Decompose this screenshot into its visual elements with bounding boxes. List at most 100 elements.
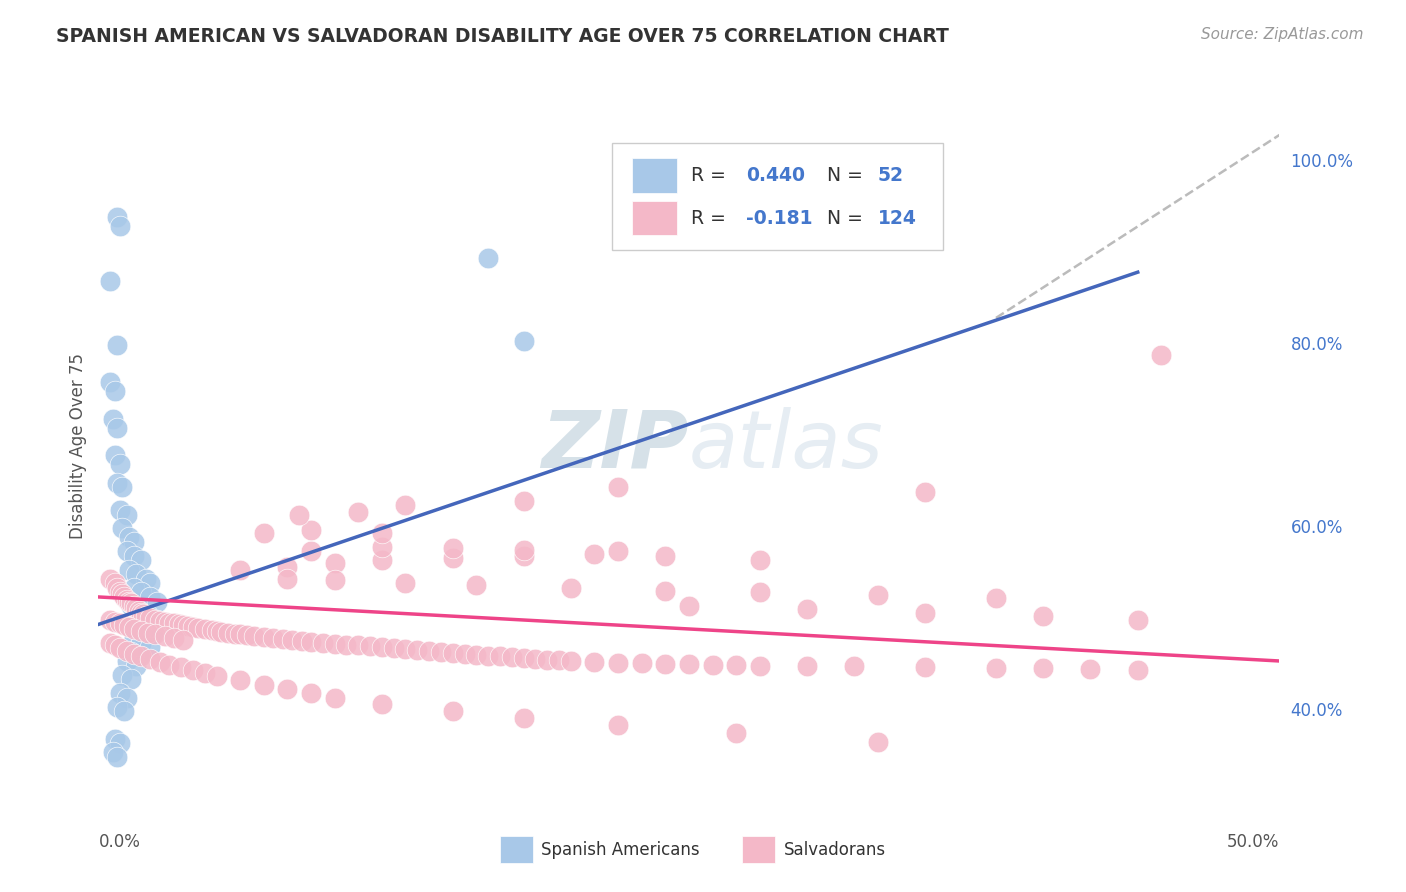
Point (112, 618, 135, 632)
Point (299, 544, 322, 558)
Point (536, 653, 558, 667)
Point (359, 640, 381, 654)
Point (465, 648, 488, 662)
Text: Salvadorans: Salvadorans (783, 841, 886, 859)
Point (654, 583, 676, 598)
Point (108, 736, 131, 750)
Point (143, 613, 166, 627)
Point (914, 484, 936, 499)
Point (243, 629, 266, 643)
Point (371, 640, 394, 655)
Point (105, 211, 128, 225)
Point (394, 642, 416, 657)
Y-axis label: Disability Age Over 75: Disability Age Over 75 (69, 353, 87, 539)
Point (654, 549, 676, 563)
Point (139, 652, 162, 666)
Text: 50.0%: 50.0% (1227, 833, 1279, 851)
Point (115, 508, 138, 522)
Point (104, 639, 127, 653)
Point (748, 553, 770, 567)
Point (129, 649, 152, 664)
Point (108, 616, 131, 631)
Point (122, 599, 145, 613)
Point (104, 615, 127, 629)
Point (139, 576, 162, 591)
Point (129, 553, 152, 567)
Point (465, 578, 488, 592)
Point (335, 638, 357, 652)
Text: 80.0%: 80.0% (1291, 336, 1343, 354)
Point (281, 632, 304, 647)
Point (149, 614, 172, 628)
FancyBboxPatch shape (501, 837, 533, 863)
Point (489, 649, 512, 664)
Point (1126, 663, 1149, 677)
Point (112, 590, 135, 604)
Point (914, 660, 936, 674)
Point (98, 274, 121, 288)
Point (129, 585, 152, 599)
Text: ZIP: ZIP (541, 407, 689, 485)
Point (607, 656, 630, 670)
Text: N =: N = (827, 166, 869, 185)
Point (748, 585, 770, 599)
Point (111, 480, 134, 494)
Point (477, 252, 499, 266)
Point (1150, 347, 1173, 361)
Point (194, 665, 217, 680)
Point (105, 420, 128, 434)
Text: 0.0%: 0.0% (98, 833, 141, 851)
Text: 52: 52 (877, 166, 904, 185)
Text: 60.0%: 60.0% (1291, 519, 1343, 537)
Point (108, 219, 131, 234)
Point (512, 543, 534, 558)
Point (583, 547, 606, 561)
Point (477, 648, 499, 663)
Point (172, 632, 194, 647)
FancyBboxPatch shape (742, 837, 775, 863)
Point (630, 656, 652, 670)
Point (108, 585, 131, 599)
Point (125, 567, 148, 582)
Point (111, 521, 134, 535)
Point (512, 334, 534, 348)
Text: 124: 124 (877, 209, 917, 227)
Point (512, 494, 534, 508)
Point (149, 655, 172, 669)
Point (844, 659, 866, 673)
FancyBboxPatch shape (633, 202, 678, 235)
Point (104, 731, 127, 746)
Point (548, 653, 571, 667)
Point (371, 525, 394, 540)
Text: Spanish Americans: Spanish Americans (541, 841, 700, 859)
Text: R =: R = (692, 209, 733, 227)
Point (299, 523, 322, 537)
Point (201, 623, 224, 637)
Point (135, 572, 157, 586)
Point (104, 448, 127, 462)
Text: 40.0%: 40.0% (1291, 702, 1343, 721)
Point (1032, 609, 1054, 624)
Text: Source: ZipAtlas.com: Source: ZipAtlas.com (1201, 27, 1364, 42)
Point (371, 540, 394, 554)
Point (1080, 662, 1102, 676)
Point (382, 641, 405, 656)
Point (125, 658, 148, 673)
Point (111, 667, 134, 681)
Point (170, 660, 193, 674)
Point (807, 187, 830, 202)
Point (217, 625, 239, 640)
Point (725, 657, 748, 672)
FancyBboxPatch shape (633, 159, 678, 193)
Point (229, 673, 252, 688)
Point (453, 647, 475, 661)
Point (129, 636, 152, 650)
Point (121, 645, 143, 659)
Point (143, 627, 166, 641)
Point (748, 658, 770, 673)
Point (105, 475, 128, 490)
Point (122, 647, 145, 661)
Text: R =: R = (692, 166, 733, 185)
Point (105, 581, 128, 595)
Point (132, 607, 155, 622)
